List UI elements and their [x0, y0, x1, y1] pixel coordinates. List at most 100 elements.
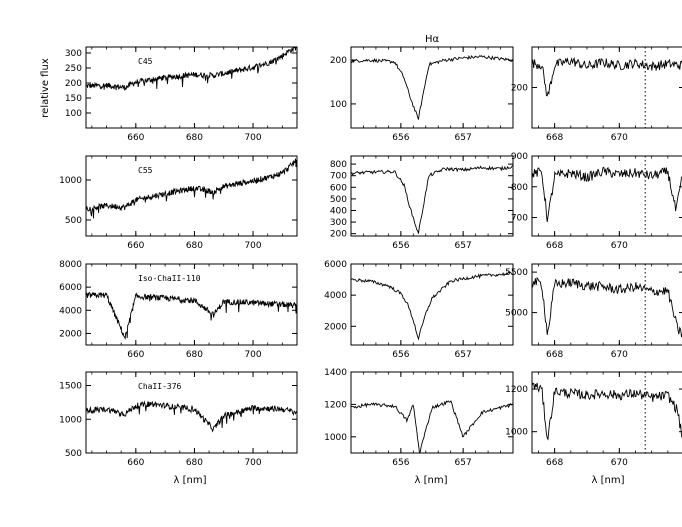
panel-r1-c2: 668 670 700 800 900: [511, 152, 682, 251]
panel-frame: [531, 371, 682, 454]
y-tick-label: 2000: [324, 322, 347, 332]
x-tick-label: 660: [127, 133, 144, 143]
spectrum-line: [351, 271, 513, 341]
x-tick-label: 660: [127, 458, 144, 468]
y-tick-label: 1000: [505, 428, 528, 438]
panel-frame: [350, 263, 514, 346]
panel-r0-c0: 660 680 700 100 150 200 250 300 C45: [65, 46, 298, 143]
y-tick-label: 500: [65, 216, 82, 226]
x-tick-label: 700: [244, 458, 261, 468]
panel-r2-c0: 660 680 700 2000 4000 6000 8000 Iso-ChaII-110: [59, 260, 298, 360]
y-tick-label: 250: [65, 64, 82, 74]
y-tick-label: 1000: [59, 415, 82, 425]
panel-r2-c1: 656 657 2000 4000 6000: [324, 260, 514, 360]
x-tick-label: 680: [186, 458, 203, 468]
spectrum-line: [86, 400, 297, 433]
y-tick-label: 700: [511, 214, 528, 224]
y-tick-label: 500: [330, 195, 347, 205]
y-tick-label: 1500: [59, 382, 82, 392]
y-tick-label: 150: [65, 94, 82, 104]
x-tick-label: 700: [244, 133, 261, 143]
panel-r3-c2: 668 670 1000 1200: [505, 371, 682, 468]
y-tick-label: 500: [65, 449, 82, 459]
spectrum-line: [351, 165, 513, 234]
y-tick-label: 200: [511, 84, 528, 94]
x-tick-label: 670: [611, 458, 628, 468]
y-tick-label: 5500: [505, 268, 528, 278]
spectrum-line: [351, 400, 513, 453]
x-tick-label: 680: [186, 350, 203, 360]
x-tick-label: 680: [186, 241, 203, 251]
panel-frame: [350, 46, 514, 129]
panel-r3-c0: 660 680 700 500 1000 1500 ChaII-376: [59, 371, 298, 468]
panel-title: Hα: [425, 34, 440, 45]
spectrum-line: [86, 47, 297, 91]
x-tick-label: 657: [455, 241, 472, 251]
spectrum-line: [351, 54, 513, 120]
y-tick-label: 4000: [59, 306, 82, 316]
x-axis-label-col0: λ [nm]: [174, 475, 207, 486]
panel-frame: [85, 263, 298, 346]
panel-frame: [85, 46, 298, 129]
panel-r3-c1: 656 657 1000 1200 1400: [324, 368, 514, 468]
x-tick-label: 668: [546, 241, 563, 251]
y-axis-label: relative flux: [40, 58, 51, 118]
panel-frame: [531, 155, 682, 237]
x-tick-label: 656: [392, 241, 409, 251]
x-tick-label: 656: [392, 350, 409, 360]
x-tick-label: 700: [244, 241, 261, 251]
y-tick-label: 100: [330, 100, 347, 110]
y-tick-label: 4000: [324, 291, 347, 301]
x-tick-label: 670: [611, 241, 628, 251]
spectrum-line: [532, 57, 682, 97]
panel-r2-c2: 668 670 5000 5500: [505, 263, 682, 360]
y-tick-label: 200: [330, 230, 347, 240]
x-axis-label-col2: λ [nm]: [592, 475, 625, 486]
y-tick-label: 300: [65, 49, 82, 59]
panel-frame: [531, 263, 682, 346]
y-tick-label: 600: [330, 183, 347, 193]
x-tick-label: 660: [127, 350, 144, 360]
panel-r0-c2: 668 670 200: [511, 46, 682, 143]
y-tick-label: 200: [65, 79, 82, 89]
x-tick-label: 670: [611, 350, 628, 360]
spectrum-line: [532, 382, 682, 441]
y-tick-label: 1400: [324, 368, 347, 378]
y-tick-label: 1000: [324, 433, 347, 443]
y-tick-label: 400: [330, 206, 347, 216]
x-tick-label: 657: [455, 133, 472, 143]
x-tick-label: 668: [546, 458, 563, 468]
y-tick-label: 6000: [59, 283, 82, 293]
y-tick-label: 800: [511, 183, 528, 193]
x-tick-label: 656: [392, 458, 409, 468]
x-tick-label: 656: [392, 133, 409, 143]
y-tick-label: 700: [330, 172, 347, 182]
y-tick-label: 1000: [59, 176, 82, 186]
y-tick-label: 6000: [324, 260, 347, 270]
y-tick-label: 900: [511, 152, 528, 162]
panel-frame: [350, 371, 514, 454]
panel-frame: [531, 46, 682, 129]
y-tick-label: 1200: [324, 400, 347, 410]
spectrum-line: [86, 158, 297, 219]
panel-frame: [350, 155, 514, 237]
star-label: ChaII-376: [138, 382, 182, 391]
x-axis-label-col1: λ [nm]: [415, 475, 448, 486]
star-label: Iso-ChaII-110: [138, 274, 201, 283]
x-tick-label: 700: [244, 350, 261, 360]
spectrum-line: [86, 291, 297, 340]
x-tick-label: 668: [546, 350, 563, 360]
y-tick-label: 5000: [505, 309, 528, 319]
x-tick-label: 668: [546, 133, 563, 143]
x-tick-label: 680: [186, 133, 203, 143]
star-label: C45: [138, 57, 153, 66]
y-tick-label: 300: [330, 218, 347, 228]
y-tick-label: 1200: [505, 385, 528, 395]
panel-frame: [85, 371, 298, 454]
y-tick-label: 100: [65, 109, 82, 119]
panel-r1-c0: 660 680 700 500 1000 C55: [59, 155, 298, 251]
x-tick-label: 670: [611, 133, 628, 143]
y-tick-label: 2000: [59, 329, 82, 339]
